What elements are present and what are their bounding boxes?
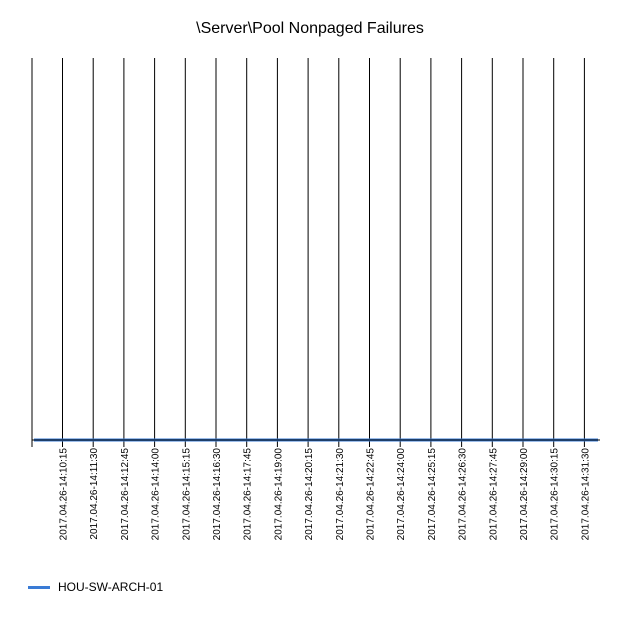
x-tick-label: 2017.04.26-14:16:30 bbox=[212, 448, 223, 541]
x-tick-label: 2017.04.26-14:30:15 bbox=[550, 448, 561, 541]
legend: HOU-SW-ARCH-01 bbox=[28, 580, 163, 594]
x-tick-label: 2017.04.26-14:19:00 bbox=[273, 448, 284, 541]
x-tick-label: 2017.04.26-14:24:00 bbox=[396, 448, 407, 541]
x-tick-label: 2017.04.26-14:11:30 bbox=[89, 448, 100, 540]
x-tick-label: 2017.04.26-14:31:30 bbox=[580, 448, 591, 541]
x-tick-label: 2017.04.26-14:14:00 bbox=[151, 448, 162, 541]
x-tick-label: 2017.04.26-14:20:15 bbox=[304, 448, 315, 541]
x-tick-label: 2017.04.26-14:17:45 bbox=[243, 448, 254, 541]
x-tick-label: 2017.04.26-14:21:30 bbox=[335, 448, 346, 541]
legend-label: HOU-SW-ARCH-01 bbox=[58, 580, 164, 594]
x-tick-label: 2017.04.26-14:29:00 bbox=[519, 448, 530, 541]
x-tick-label: 2017.04.26-14:26:30 bbox=[458, 448, 469, 541]
x-tick-label: 2017.04.26-14:25:15 bbox=[427, 448, 438, 541]
chart-title: \Server\Pool Nonpaged Failures bbox=[196, 20, 424, 37]
x-tick-label: 2017.04.26-14:10:15 bbox=[59, 448, 70, 541]
x-tick-label: 2017.04.26-14:15:15 bbox=[181, 448, 192, 541]
x-tick-label: 2017.04.26-14:12:45 bbox=[120, 448, 131, 541]
x-tick-label: 2017.04.26-14:22:45 bbox=[366, 448, 377, 541]
x-tick-label: 2017.04.26-14:27:45 bbox=[488, 448, 499, 541]
legend-swatch bbox=[28, 585, 50, 589]
